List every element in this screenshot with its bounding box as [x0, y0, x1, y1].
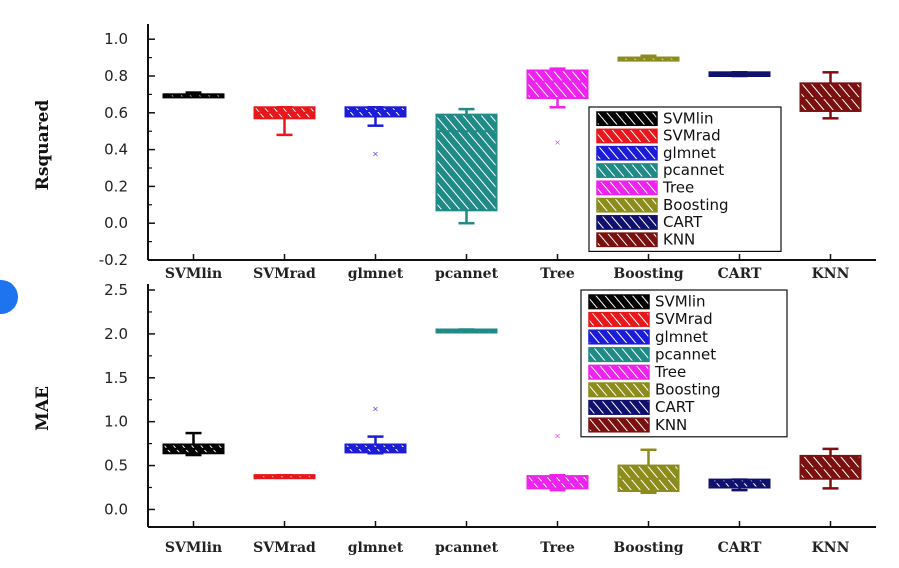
y-tick-label: 1.5: [104, 369, 128, 387]
box-cart: [708, 478, 771, 492]
legend: SVMlinSVMradglmnetpcannetTreeBoostingCAR…: [580, 289, 788, 438]
box-body: [708, 478, 771, 489]
legend-swatch: [588, 347, 650, 363]
box-knn: [799, 447, 862, 490]
box-svmrad: [253, 473, 316, 480]
legend-swatch: [596, 215, 658, 230]
x-category-label: SVMrad: [253, 266, 316, 282]
box-knn: [799, 71, 862, 120]
x-category-label: KNN: [812, 540, 850, 556]
box-glmnet: ×: [344, 106, 407, 160]
box-tree: ×: [526, 431, 589, 492]
legend-label: glmnet: [655, 328, 708, 346]
box-body: [526, 69, 589, 100]
legend-label: KNN: [655, 416, 687, 434]
legend-swatch: [596, 163, 658, 178]
box-svmlin: [162, 91, 225, 99]
x-category-label: KNN: [812, 266, 850, 282]
y-axis-title: MAE: [33, 386, 53, 431]
outlier-marker: ×: [372, 404, 378, 416]
legend-label: CART: [655, 398, 695, 416]
x-category-label: glmnet: [348, 266, 404, 282]
y-axis-title: Rsquared: [33, 100, 53, 191]
box-tree: ×: [526, 67, 589, 149]
legend-swatch: [596, 145, 658, 161]
legend-swatch: [588, 364, 650, 380]
box-pcannet: [435, 328, 498, 334]
legend-label: Tree: [662, 179, 694, 197]
legend-swatch: [596, 197, 658, 213]
box-pcannet: [435, 107, 498, 225]
outlier-marker: ×: [554, 431, 560, 443]
x-category-label: SVMlin: [165, 266, 222, 282]
outlier-marker: ×: [372, 148, 378, 160]
x-category-label: pcannet: [435, 266, 499, 282]
legend-label: SVMrad: [655, 310, 713, 328]
y-tick-label: 0.0: [104, 500, 128, 518]
legend-swatch: [588, 417, 650, 433]
legend-swatch: [596, 180, 658, 196]
legend-swatch: [596, 232, 658, 248]
box-svmrad: [253, 106, 316, 137]
y-tick-label: -0.2: [99, 251, 128, 269]
y-tick-label: 2.0: [104, 325, 128, 343]
legend-swatch: [588, 399, 650, 415]
x-category-label: Boosting: [613, 540, 683, 556]
x-category-label: CART: [718, 266, 762, 282]
legend-label: glmnet: [663, 144, 716, 162]
outlier-marker: ×: [554, 137, 560, 149]
box-boosting: [617, 448, 680, 495]
box-body: [435, 113, 498, 212]
box-glmnet: ×: [344, 404, 407, 455]
x-category-label: SVMlin: [165, 540, 222, 556]
x-category-label: glmnet: [348, 540, 404, 556]
legend-swatch: [588, 311, 650, 327]
y-tick-label: 0.5: [104, 457, 128, 475]
y-tick-label: 2.5: [104, 281, 128, 299]
x-category-label: pcannet: [435, 540, 499, 556]
y-tick-label: 1.0: [104, 30, 128, 48]
x-category-label: Tree: [540, 540, 575, 556]
legend-label: Boosting: [655, 381, 721, 399]
y-tick-label: 0.6: [104, 104, 128, 122]
x-category-label: Boosting: [613, 266, 683, 282]
y-tick-label: 0.4: [104, 141, 128, 159]
legend-label: SVMrad: [663, 127, 721, 145]
y-tick-label: 0.0: [104, 214, 128, 232]
y-tick-label: 1.0: [104, 413, 128, 431]
legend-swatch: [596, 111, 658, 127]
legend-label: pcannet: [663, 161, 724, 179]
legend-label: CART: [663, 213, 703, 231]
y-tick-label: 0.2: [104, 177, 128, 195]
legend-swatch: [588, 382, 650, 398]
floating-action-dot[interactable]: [0, 280, 18, 314]
y-tick-label: 0.8: [104, 67, 128, 85]
legend-label: SVMlin: [663, 109, 714, 127]
legend: SVMlinSVMradglmnetpcannetTreeBoostingCAR…: [588, 106, 782, 252]
legend-label: pcannet: [655, 345, 716, 363]
box-boosting: [617, 54, 680, 62]
x-category-label: SVMrad: [253, 540, 316, 556]
x-category-label: CART: [718, 540, 762, 556]
legend-label: Boosting: [663, 196, 729, 214]
box-svmlin: [162, 431, 225, 457]
box-cart: [708, 71, 771, 78]
legend-label: SVMlin: [655, 293, 706, 311]
legend-label: KNN: [663, 230, 695, 248]
x-category-label: Tree: [540, 266, 575, 282]
legend-swatch: [588, 329, 650, 345]
legend-label: Tree: [654, 363, 686, 381]
legend-swatch: [588, 294, 650, 310]
legend-swatch: [596, 128, 658, 144]
